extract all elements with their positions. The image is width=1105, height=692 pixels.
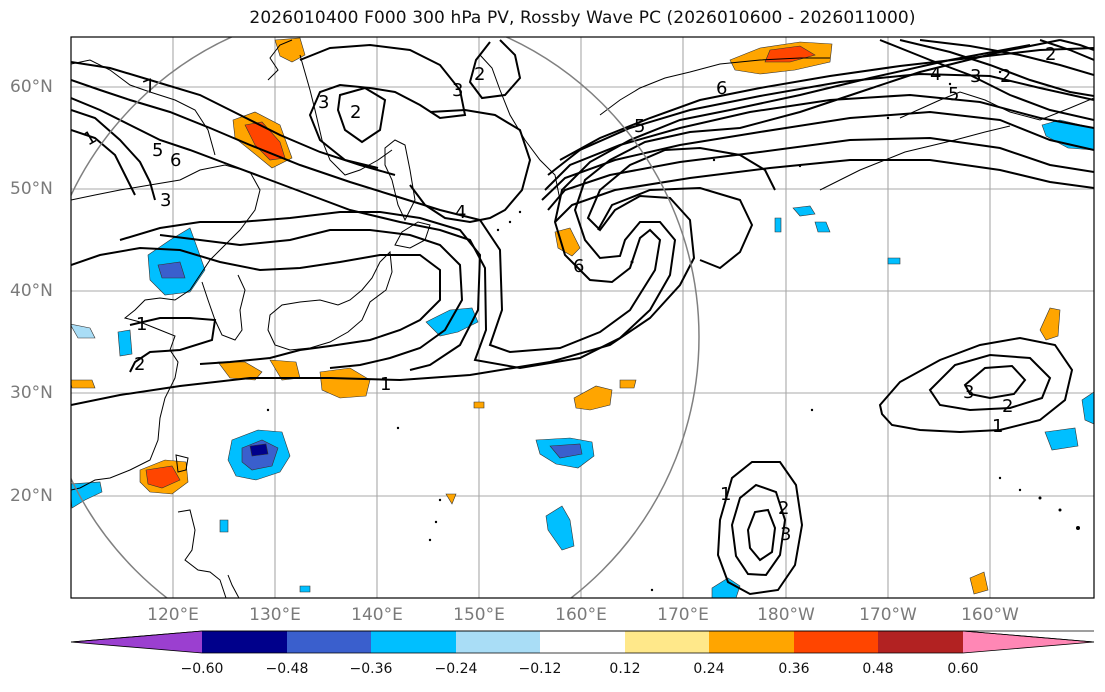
contour-label: 5	[948, 84, 959, 105]
contour-label-group: 7 1 5 6 3 3 2 2 3 4 5 6 6 1 1 2 3 2 1 1 …	[80, 44, 1056, 545]
contour-label: 3	[318, 92, 329, 113]
map-frame	[70, 36, 1095, 599]
colorbar-tick-label: −0.48	[265, 661, 309, 677]
colorbar-segment	[709, 631, 794, 653]
contour-label: 6	[716, 78, 727, 99]
pv-anomaly-shading	[71, 37, 1094, 598]
colorbar-extend-high	[963, 631, 1094, 653]
colorbar-tick-label: 0.12	[609, 661, 641, 677]
contour-label: 2	[350, 102, 361, 123]
range-circle	[71, 37, 700, 598]
colorbar-tick-label: 0.36	[778, 661, 810, 677]
contour-label: 2	[1002, 396, 1013, 417]
map-background	[71, 37, 1094, 598]
coastlines	[71, 39, 1094, 598]
longitude-label: 150°E	[453, 605, 505, 625]
latitude-label: 20°N	[10, 486, 53, 506]
map-title: 2026010400 F000 300 hPa PV, Rossby Wave …	[249, 8, 916, 28]
contour-label: 2	[134, 354, 145, 375]
contour-label: 6	[170, 150, 181, 171]
latitude-label: 30°N	[10, 383, 53, 403]
contour-label: 1	[136, 314, 147, 335]
colorbar-segment	[456, 631, 540, 653]
colorbar-extend-low	[71, 631, 202, 653]
contour-label: 1	[720, 484, 731, 505]
colorbar-segment	[371, 631, 456, 653]
contour-label: 2	[1000, 66, 1011, 87]
colorbar-segment	[202, 631, 287, 653]
colorbar-segment	[540, 631, 625, 653]
contour-label: 4	[930, 64, 941, 85]
colorbar-tick-label: 0.24	[693, 661, 725, 677]
contour-label: 5	[152, 140, 163, 161]
contour-label: 5	[634, 116, 645, 137]
contour-label: 6	[573, 256, 584, 277]
contour-label: 3	[452, 80, 463, 101]
colorbar	[70, 630, 1095, 654]
longitude-label: 120°E	[147, 605, 199, 625]
colorbar-tick-label: −0.24	[434, 661, 478, 677]
pv-contours	[71, 39, 1094, 596]
longitude-label: 160°W	[961, 605, 1019, 625]
contour-label: 2	[778, 498, 789, 519]
longitude-label: 160°E	[555, 605, 607, 625]
colorbar-segment	[625, 631, 709, 653]
colorbar-tick-label: −0.60	[180, 661, 224, 677]
longitude-label: 170°W	[859, 605, 917, 625]
colorbar-segment	[287, 631, 371, 653]
contour-label: 1	[380, 374, 391, 395]
contour-label: 2	[474, 64, 485, 85]
latitude-label: 50°N	[10, 179, 53, 199]
colorbar-tick-label: −0.12	[518, 661, 562, 677]
contour-label: 3	[963, 382, 974, 403]
longitude-label: 140°E	[351, 605, 403, 625]
contour-label: 3	[970, 66, 981, 87]
colorbar-tick-label: 0.60	[947, 661, 979, 677]
latitude-label: 40°N	[10, 281, 53, 301]
colorbar-segment	[878, 631, 963, 653]
colorbar-tick-label: 0.48	[862, 661, 894, 677]
contour-label: 3	[780, 524, 791, 545]
contour-label: 3	[160, 190, 171, 211]
contour-label: 1	[992, 416, 1003, 437]
latitude-label: 60°N	[10, 77, 53, 97]
gridlines	[71, 37, 1094, 598]
colorbar-segment	[794, 631, 878, 653]
longitude-label: 130°E	[249, 605, 301, 625]
contour-label: 2	[1045, 44, 1056, 65]
colorbar-tick-label: −0.36	[349, 661, 393, 677]
longitude-label: 180°W	[757, 605, 815, 625]
contour-label: 4	[455, 202, 466, 223]
longitude-label: 170°E	[657, 605, 709, 625]
